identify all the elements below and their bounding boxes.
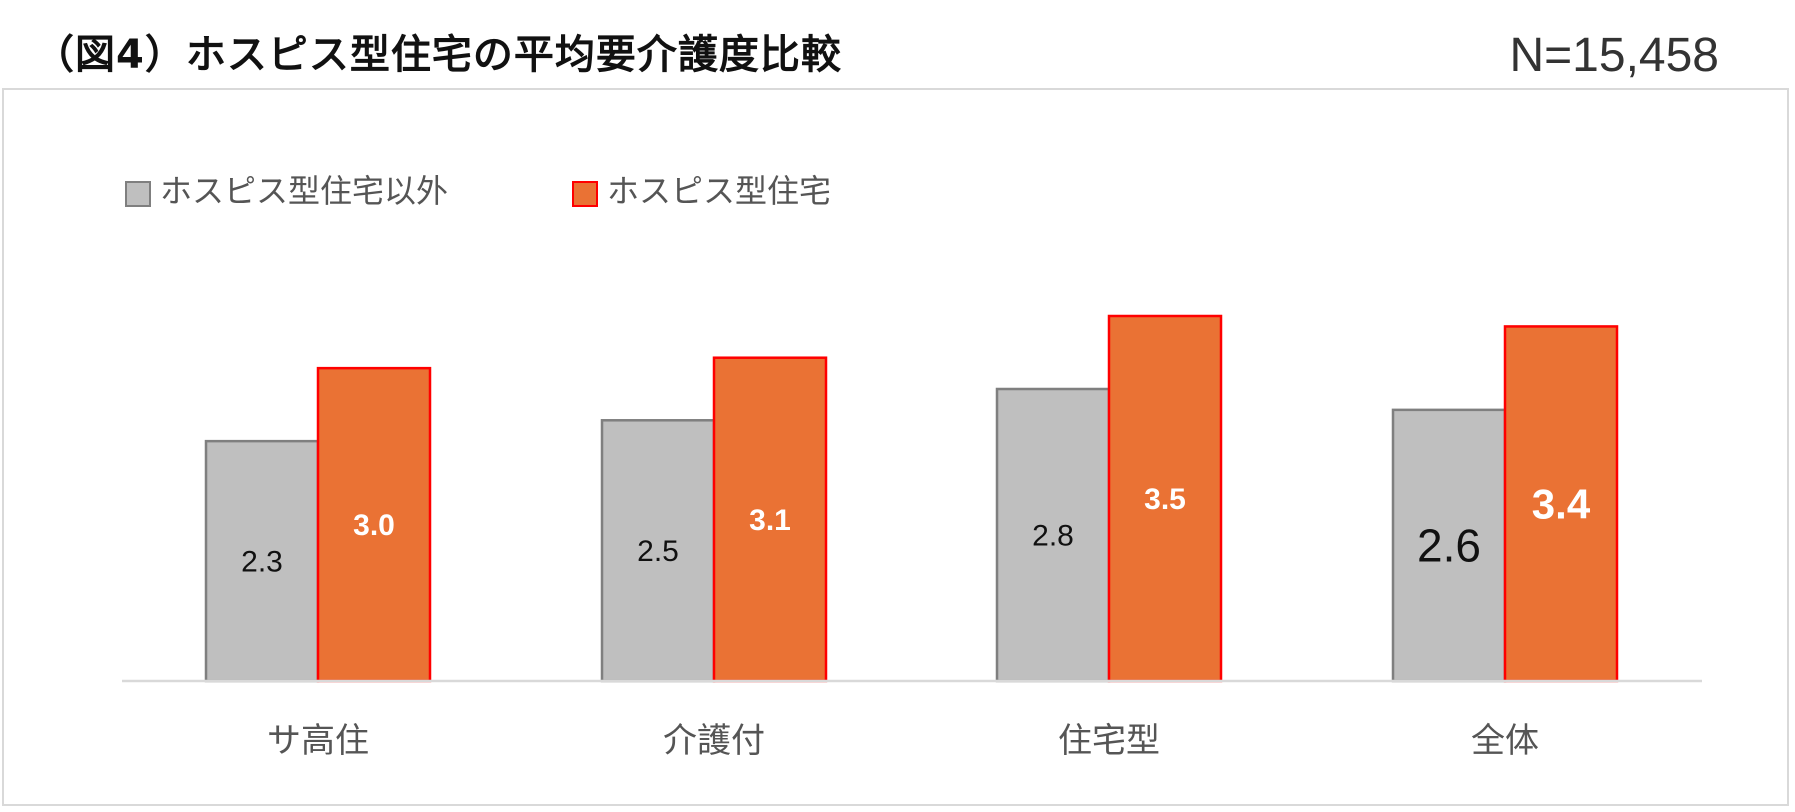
data-label: 2.8 [1032,520,1074,553]
data-label: 3.4 [1532,480,1591,527]
legend-swatch-other [125,181,151,207]
legend-label: ホスピス型住宅以外 [160,172,448,210]
category-label: 介護付 [663,721,765,761]
data-label: 2.5 [637,535,679,568]
category-label: 全体 [1471,721,1539,761]
bar-hospice [1503,325,1619,683]
category-label: 住宅型 [1058,721,1160,761]
data-label: 2.6 [1417,520,1481,572]
chart-title: （図4）ホスピス型住宅の平均要介護度比較 [34,32,842,78]
legend-label: ホスピス型住宅 [607,172,831,210]
bar-other [1391,408,1507,683]
legend-swatch-hospice [572,181,598,207]
data-label: 3.0 [353,509,395,542]
data-label: 3.5 [1144,483,1186,516]
category-label: サ高住 [267,721,369,761]
bar-other [204,439,320,683]
chart-frame [2,88,1789,806]
data-label: 2.3 [241,546,283,579]
bar-hospice [316,366,432,683]
sample-size-label: N=15,458 [1509,29,1719,82]
bar-hospice [1107,314,1223,683]
data-label: 3.1 [749,504,791,537]
